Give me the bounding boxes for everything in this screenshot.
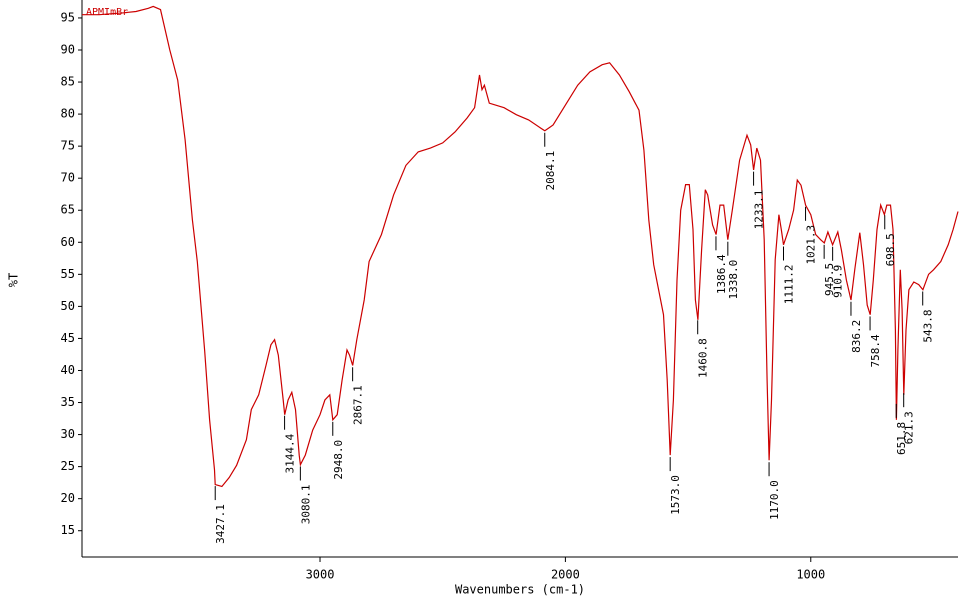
peak-label: 2084.1 — [544, 151, 557, 191]
annotation: APMImBr — [86, 7, 128, 18]
peak-label: 3427.1 — [214, 504, 227, 544]
y-tick-label: 30 — [61, 427, 75, 441]
y-tick-label: 50 — [61, 299, 75, 313]
y-tick-label: 95 — [61, 10, 75, 24]
y-axis-label: %T — [7, 273, 21, 287]
peak-label: 1460.8 — [697, 338, 710, 378]
y-tick-label: 40 — [61, 363, 75, 377]
peak-label: 836.2 — [850, 320, 863, 353]
y-tick-label: 55 — [61, 267, 75, 281]
peak-label: 698.5 — [884, 233, 897, 266]
peak-label: 910.9 — [832, 265, 845, 298]
peak-label: 543.8 — [922, 309, 935, 342]
y-tick-label: 45 — [61, 331, 75, 345]
y-tick-label: 25 — [61, 459, 75, 473]
peak-label: 1338.0 — [727, 260, 740, 300]
y-tick-label: 15 — [61, 523, 75, 537]
y-tick-label: 35 — [61, 395, 75, 409]
peak-label: 1111.2 — [782, 265, 795, 305]
x-tick-label: 3000 — [306, 568, 335, 582]
peak-label: 758.4 — [869, 334, 882, 367]
y-tick-label: 60 — [61, 235, 75, 249]
y-tick-label: 65 — [61, 203, 75, 217]
spectrum-line — [82, 5, 959, 488]
peak-label: 1233.1 — [753, 190, 766, 230]
peak-label: 3144.4 — [284, 433, 297, 473]
peak-label: 1170.0 — [768, 480, 781, 520]
y-tick-label: 80 — [61, 107, 75, 121]
y-tick-label: 85 — [61, 75, 75, 89]
y-tick-label: 70 — [61, 171, 75, 185]
x-axis-label: Wavenumbers (cm-1) — [455, 583, 585, 597]
peak-label: 1021.3 — [805, 225, 818, 265]
peak-label: 3080.1 — [299, 485, 312, 525]
x-tick-label: 1000 — [796, 568, 825, 582]
y-tick-label: 90 — [61, 42, 75, 56]
peak-label: 2948.0 — [332, 440, 345, 480]
peak-label: 1573.0 — [669, 475, 682, 515]
peak-label: 2867.1 — [352, 385, 365, 425]
peak-label: 621.3 — [903, 411, 916, 444]
y-tick-label: 20 — [61, 491, 75, 505]
peak-label: 1386.4 — [715, 254, 728, 294]
peak-label: 651.8 — [895, 422, 908, 455]
peak-label: 945.5 — [823, 263, 836, 296]
y-tick-label: 75 — [61, 139, 75, 153]
x-tick-label: 2000 — [551, 568, 580, 582]
